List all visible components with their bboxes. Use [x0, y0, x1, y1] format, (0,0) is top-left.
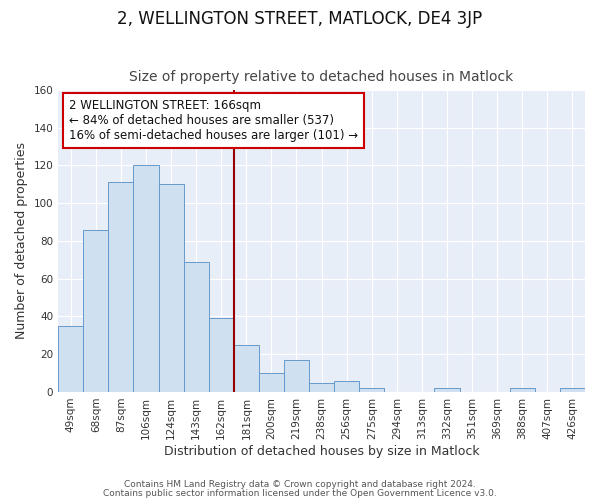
Bar	[309, 382, 334, 392]
Bar	[184, 262, 209, 392]
Bar	[359, 388, 385, 392]
Bar	[83, 230, 109, 392]
Bar	[209, 318, 234, 392]
Title: Size of property relative to detached houses in Matlock: Size of property relative to detached ho…	[130, 70, 514, 85]
Bar	[133, 166, 158, 392]
Bar	[158, 184, 184, 392]
Text: Contains HM Land Registry data © Crown copyright and database right 2024.: Contains HM Land Registry data © Crown c…	[124, 480, 476, 489]
Bar	[109, 182, 133, 392]
Bar	[58, 326, 83, 392]
Bar	[334, 380, 359, 392]
Bar	[284, 360, 309, 392]
Text: 2, WELLINGTON STREET, MATLOCK, DE4 3JP: 2, WELLINGTON STREET, MATLOCK, DE4 3JP	[118, 10, 482, 28]
Bar	[510, 388, 535, 392]
Bar	[434, 388, 460, 392]
Bar	[560, 388, 585, 392]
Y-axis label: Number of detached properties: Number of detached properties	[15, 142, 28, 340]
Text: 2 WELLINGTON STREET: 166sqm
← 84% of detached houses are smaller (537)
16% of se: 2 WELLINGTON STREET: 166sqm ← 84% of det…	[69, 99, 358, 142]
Bar	[234, 345, 259, 392]
Text: Contains public sector information licensed under the Open Government Licence v3: Contains public sector information licen…	[103, 488, 497, 498]
X-axis label: Distribution of detached houses by size in Matlock: Distribution of detached houses by size …	[164, 444, 479, 458]
Bar	[259, 373, 284, 392]
